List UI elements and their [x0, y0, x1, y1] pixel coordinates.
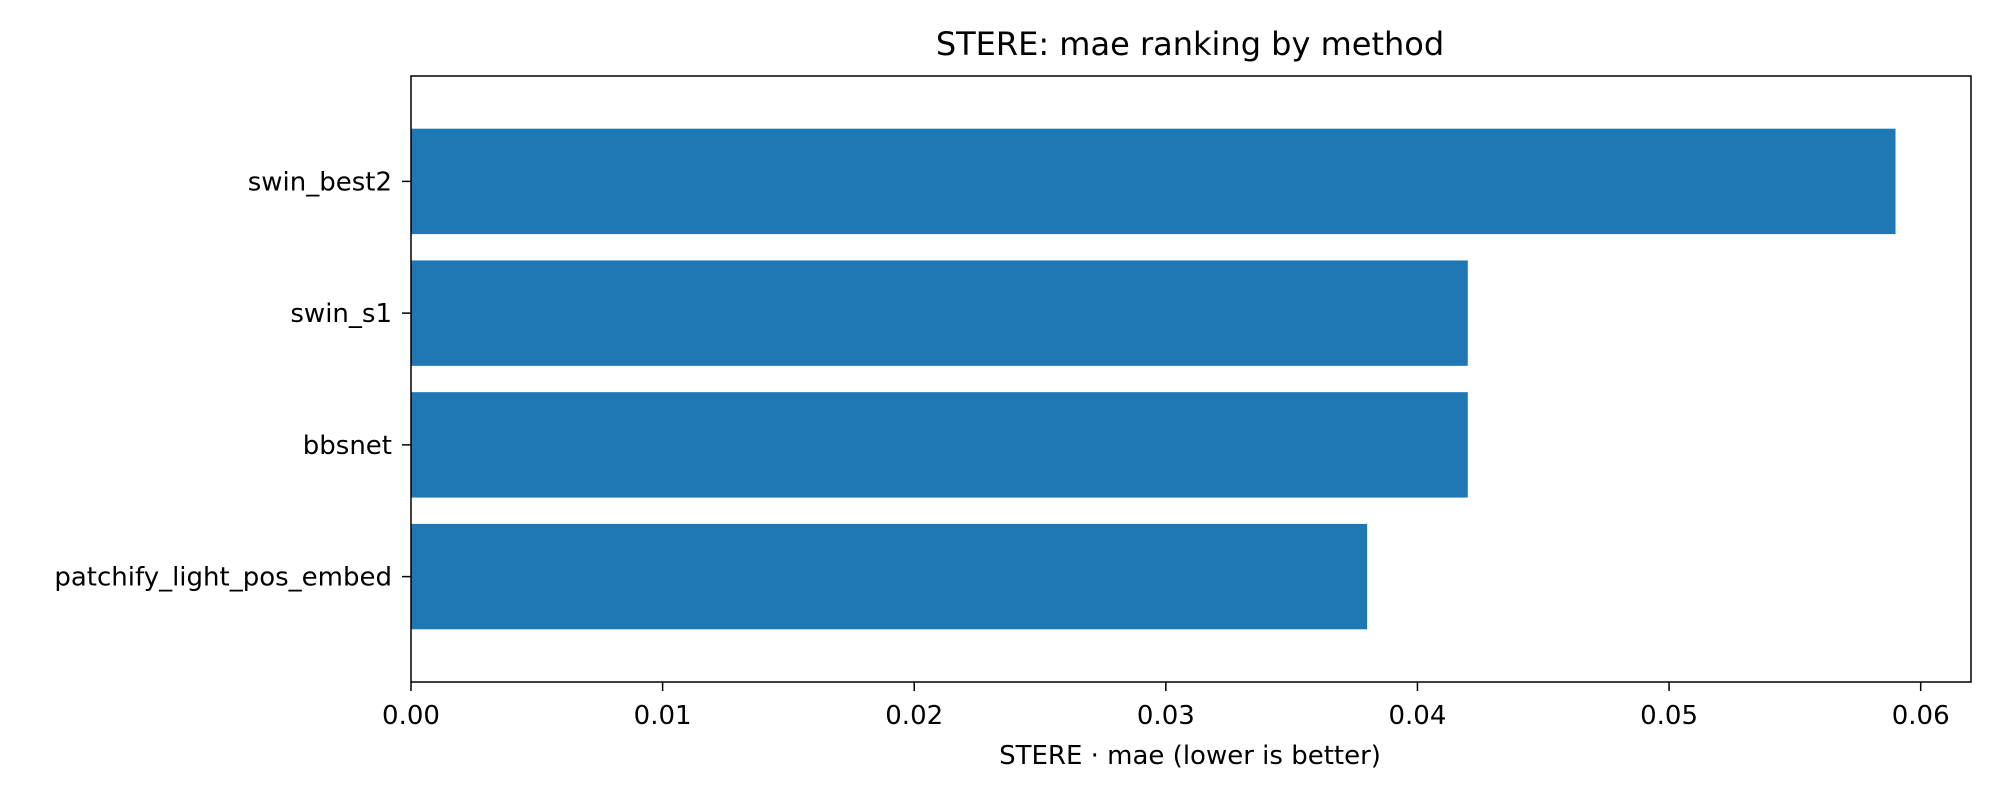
y-tick-label: bbsnet [303, 431, 392, 461]
x-tick-label: 0.05 [1640, 701, 1698, 731]
bar-patchify_light_pos_embed [411, 523, 1368, 630]
x-axis-label: STERE · mae (lower is better) [999, 741, 1381, 771]
x-tick-label: 0.00 [382, 701, 440, 731]
x-axis: 0.00 0.01 0.02 0.03 0.04 0.05 0.06 [382, 682, 1950, 731]
y-tick-label: swin_s1 [290, 299, 392, 329]
bar-swin_s1 [411, 260, 1468, 366]
y-tick-label: patchify_light_pos_embed [54, 563, 392, 593]
chart-title: STERE: mae ranking by method [936, 25, 1444, 63]
plot-frame [410, 75, 1972, 683]
bar-swin_best2 [411, 128, 1896, 235]
x-tick-label: 0.02 [885, 701, 943, 731]
bar-bbsnet [411, 392, 1468, 498]
bars-group [411, 128, 1896, 630]
y-tick-label: swin_best2 [248, 167, 392, 197]
x-tick-label: 0.01 [634, 701, 692, 731]
x-tick-label: 0.06 [1892, 701, 1950, 731]
x-tick-label: 0.03 [1137, 701, 1195, 731]
x-tick-label: 0.04 [1389, 701, 1447, 731]
